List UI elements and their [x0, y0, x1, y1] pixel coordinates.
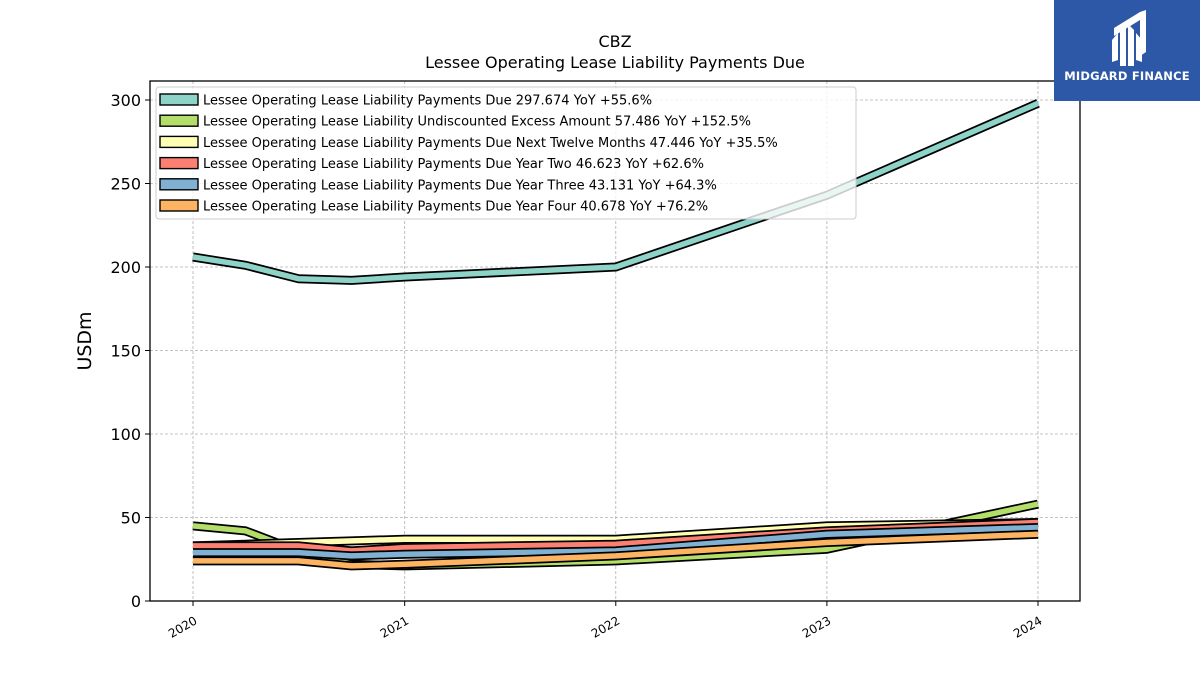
legend-swatch [159, 156, 199, 170]
y-tick-label: 0 [131, 592, 141, 611]
x-tick-label: 2020 [166, 613, 199, 640]
y-tick-label: 50 [121, 509, 141, 528]
series-6 [193, 529, 1039, 571]
legend-swatch [159, 135, 199, 149]
legend-item[interactable]: Lessee Operating Lease Liability Payment… [159, 135, 778, 151]
series-5-line [193, 524, 1039, 559]
y-tick-label: 100 [110, 425, 141, 444]
midgard-finance-logo: MIDGARD FINANCE [1054, 0, 1200, 101]
legend-label: Lessee Operating Lease Liability Undisco… [203, 115, 751, 130]
legend-item[interactable]: Lessee Operating Lease Liability Payment… [159, 93, 652, 109]
legend-item[interactable]: Lessee Operating Lease Liability Payment… [159, 178, 717, 193]
legend-item[interactable]: Lessee Operating Lease Liability Payment… [159, 156, 704, 172]
legend-swatch [159, 178, 199, 191]
series-5 [193, 523, 1039, 561]
x-tick-label: 2023 [800, 613, 833, 640]
legend-swatch [159, 199, 199, 212]
legend-label: Lessee Operating Lease Liability Payment… [203, 200, 708, 215]
legend-swatch [159, 114, 199, 127]
y-tick-label: 300 [110, 91, 141, 110]
legend-label: Lessee Operating Lease Liability Payment… [203, 178, 717, 193]
legend-label: Lessee Operating Lease Liability Payment… [203, 94, 652, 109]
y-axis: 0 50 100 150 200 250 300 [110, 91, 150, 611]
legend-swatch [159, 93, 199, 106]
x-tick-label: 2021 [378, 613, 411, 640]
x-tick-label: 2024 [1011, 613, 1044, 640]
logo-mark-icon [1112, 10, 1146, 66]
x-axis: 2020 2021 2022 2023 2024 [166, 601, 1045, 641]
legend-item[interactable]: Lessee Operating Lease Liability Payment… [159, 199, 708, 215]
legend[interactable]: Lessee Operating Lease Liability Payment… [155, 86, 857, 220]
y-axis-label: USDm [74, 311, 96, 370]
legend-label: Lessee Operating Lease Liability Payment… [203, 157, 704, 172]
legend-item[interactable]: Lessee Operating Lease Liability Undisco… [159, 114, 751, 130]
x-tick-label: 2022 [589, 613, 622, 640]
legend-frame [155, 86, 857, 220]
legend-label: Lessee Operating Lease Liability Payment… [203, 136, 778, 151]
y-tick-label: 250 [110, 175, 141, 194]
logo-text: MIDGARD FINANCE [1064, 69, 1190, 83]
y-tick-label: 150 [110, 342, 141, 361]
series-6-line [193, 531, 1039, 569]
chart-title: CBZ [598, 32, 631, 51]
y-tick-label: 200 [110, 258, 141, 277]
plot-frame [149, 80, 1081, 602]
chart-subtitle: Lessee Operating Lease Liability Payment… [425, 53, 805, 72]
